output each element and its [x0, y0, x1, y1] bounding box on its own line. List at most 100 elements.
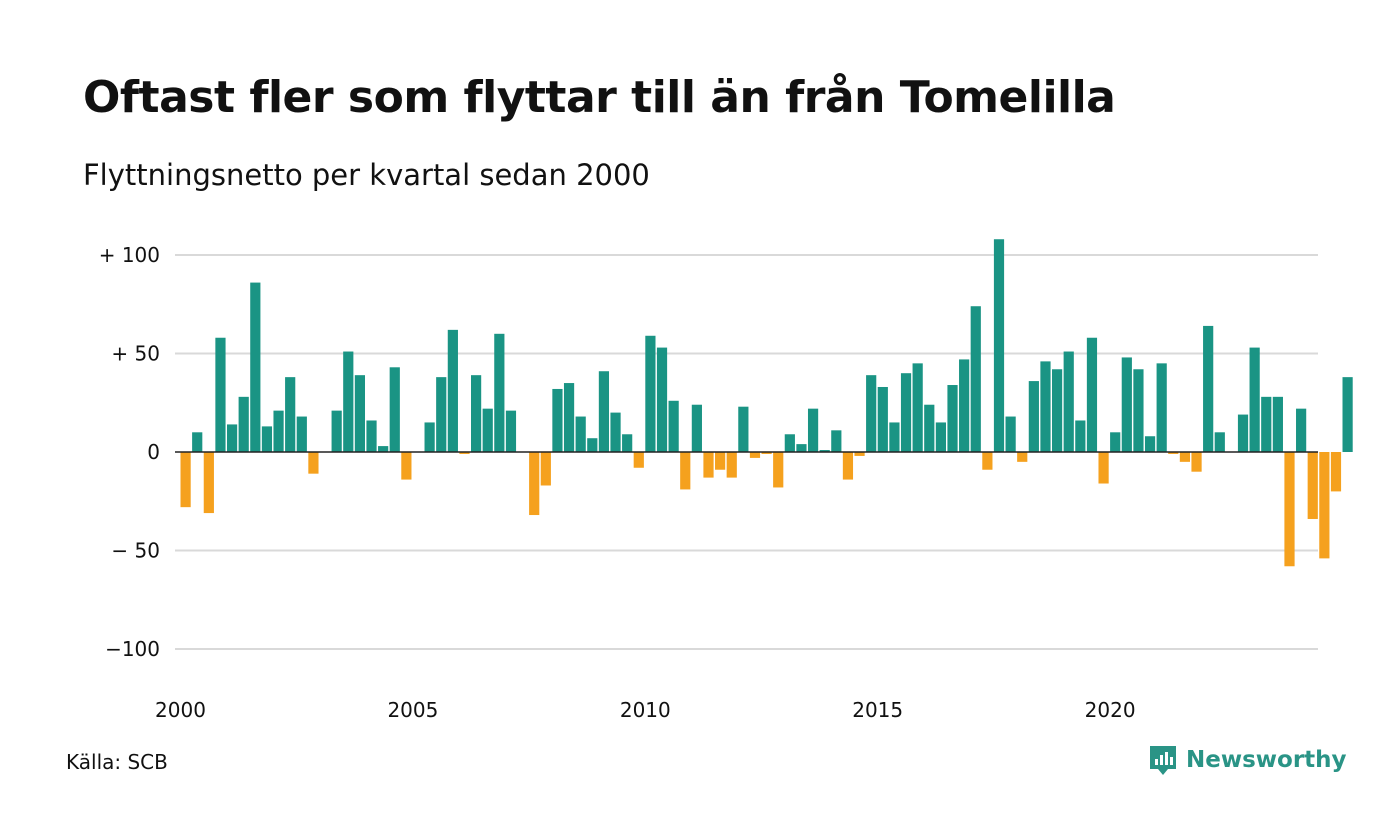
data-bar — [1307, 452, 1318, 519]
data-bar — [1017, 452, 1028, 462]
data-bar — [482, 408, 493, 452]
data-bar — [1168, 452, 1179, 454]
data-bar — [331, 410, 342, 452]
data-bar — [900, 373, 912, 452]
x-tick-label: 2010 — [620, 698, 671, 722]
data-bar — [552, 388, 563, 452]
data-bar — [877, 386, 888, 452]
data-bar — [842, 452, 854, 480]
data-bar — [494, 333, 505, 452]
data-bar — [1203, 325, 1214, 452]
data-bar — [1284, 452, 1295, 567]
brand-name: Newsworthy — [1186, 747, 1347, 773]
data-bar — [924, 404, 935, 452]
x-tick-label: 2015 — [852, 698, 903, 722]
data-bar — [1319, 452, 1330, 559]
data-bar — [1191, 452, 1202, 472]
data-bar — [1098, 452, 1109, 484]
chart-subtitle: Flyttningsnetto per kvartal sedan 2000 — [83, 158, 650, 192]
data-bar — [563, 383, 575, 452]
data-bar — [959, 359, 970, 452]
data-bar — [378, 446, 389, 452]
y-tick-label: + 50 — [111, 342, 160, 366]
data-bar — [238, 396, 249, 452]
data-bar — [354, 375, 365, 452]
data-bar — [250, 282, 261, 452]
data-bar — [807, 408, 819, 452]
data-bar — [970, 306, 981, 452]
newsworthy-logo-icon — [1150, 746, 1176, 775]
data-bar — [796, 444, 807, 452]
data-bar — [691, 404, 702, 452]
data-bar — [296, 416, 307, 452]
data-bar — [1063, 351, 1074, 452]
data-bar — [180, 452, 191, 508]
data-bar — [436, 377, 447, 452]
data-bar — [1133, 369, 1144, 452]
data-bar — [471, 375, 482, 452]
data-bar — [308, 452, 319, 474]
data-bar — [1040, 361, 1051, 452]
x-tick-label: 2000 — [155, 698, 206, 722]
data-bar — [1272, 396, 1283, 452]
data-bar — [784, 434, 795, 452]
data-bar — [598, 371, 610, 452]
data-bar — [947, 385, 958, 452]
data-bar — [1052, 369, 1063, 452]
data-bar — [738, 406, 749, 452]
data-bar — [215, 337, 226, 452]
data-bar — [261, 426, 273, 452]
data-bar — [575, 416, 586, 452]
data-bar — [761, 452, 772, 454]
y-tick-label: + 100 — [99, 243, 160, 267]
data-bar — [680, 452, 691, 490]
data-bar — [656, 347, 668, 452]
source-note: Källa: SCB — [66, 750, 168, 774]
data-bar — [1028, 381, 1039, 452]
data-bar — [203, 452, 214, 514]
data-bar — [854, 452, 865, 456]
data-bar — [401, 452, 412, 480]
data-bar — [715, 452, 726, 470]
chart-title: Oftast fler som flyttar till än från Tom… — [83, 72, 1116, 123]
data-bar — [540, 452, 551, 486]
data-bar — [1075, 420, 1086, 452]
data-bar — [587, 438, 598, 452]
data-bar — [366, 420, 377, 452]
data-bar — [1144, 436, 1156, 452]
data-bar — [1237, 414, 1249, 452]
data-bar — [447, 329, 458, 452]
data-bar — [912, 363, 923, 452]
data-bar — [1179, 452, 1191, 462]
data-bar — [935, 422, 946, 452]
data-bar — [1121, 357, 1132, 452]
data-bar — [505, 410, 517, 452]
data-bar — [226, 424, 238, 452]
data-bar — [1342, 377, 1353, 452]
data-bar — [622, 434, 633, 452]
data-bar — [831, 430, 842, 452]
y-tick-label: −100 — [105, 637, 160, 661]
data-bar — [668, 400, 679, 452]
data-bar — [285, 377, 296, 452]
data-bar — [633, 452, 644, 468]
data-bar — [645, 335, 656, 452]
data-bar — [1214, 432, 1225, 452]
brand-logo: Newsworthy — [1148, 743, 1347, 777]
data-bar — [1261, 396, 1272, 452]
data-bar — [726, 452, 737, 478]
data-bar — [773, 452, 784, 488]
data-bar — [610, 412, 621, 452]
data-bar — [1249, 347, 1260, 452]
data-bar — [1296, 408, 1307, 452]
data-bar — [1330, 452, 1342, 492]
x-tick-label: 2020 — [1085, 698, 1136, 722]
data-bar — [459, 452, 470, 454]
data-bar — [749, 452, 761, 458]
data-bar — [529, 452, 540, 516]
data-bar — [273, 410, 284, 452]
data-bar — [424, 422, 435, 452]
data-bar — [866, 375, 877, 452]
data-bar — [192, 432, 203, 452]
x-tick-label: 2005 — [387, 698, 438, 722]
